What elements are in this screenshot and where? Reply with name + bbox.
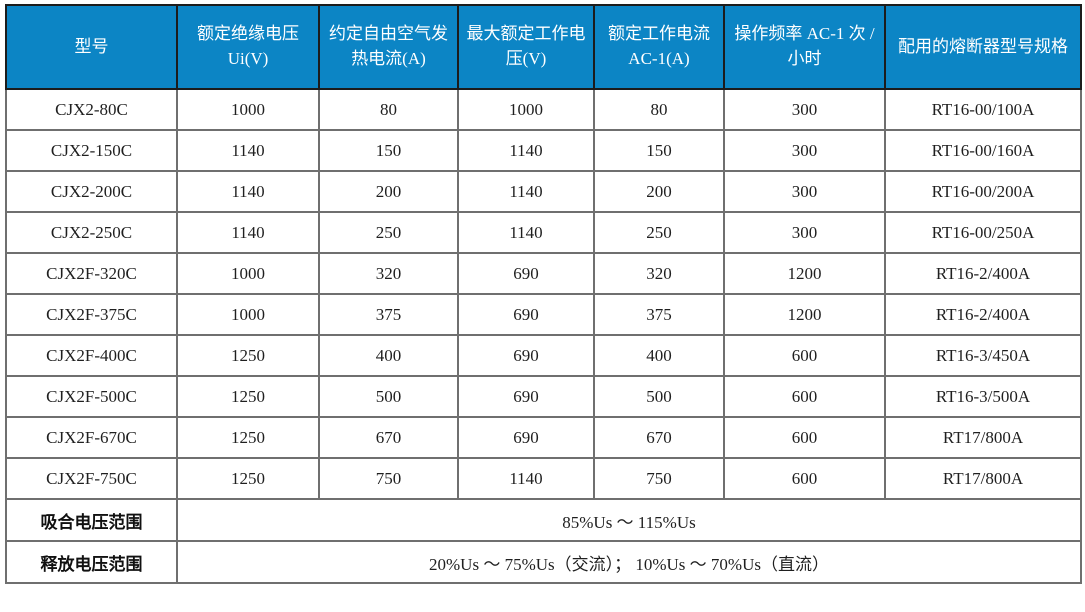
value-cell: 320 <box>318 252 459 295</box>
value-cell: RT16-3/450A <box>884 334 1082 377</box>
value-cell: 1200 <box>723 252 886 295</box>
value-cell: 300 <box>723 211 886 254</box>
table-row: CJX2-80C 1000 80 1000 80 300 RT16-00/100A <box>5 88 1082 131</box>
value-cell: RT16-00/200A <box>884 170 1082 213</box>
footer-row-value: 20%Us ～ 75%Us（交流）； 10%Us ～ 70%Us（直流） <box>176 540 1082 584</box>
model-cell: CJX2-150C <box>5 129 178 172</box>
column-header: 型号 <box>5 4 178 90</box>
value-cell: 300 <box>723 88 886 131</box>
value-cell: 1250 <box>176 457 320 500</box>
contactor-spec-table: 型号 额定绝缘电压 Ui(V) 约定自由空气发热电流(A) 最大额定工作电压(V) 额定… <box>5 4 1082 584</box>
table-row: CJX2-200C 1140 200 1140 200 300 RT16-00/200A <box>5 170 1082 213</box>
value-cell: 690 <box>457 252 595 295</box>
column-header: 配用的熔断器型号规格 <box>884 4 1082 90</box>
value-cell: 80 <box>593 88 725 131</box>
value-cell: 375 <box>318 293 459 336</box>
value-cell: RT16-2/400A <box>884 293 1082 336</box>
value-cell: 500 <box>318 375 459 418</box>
value-cell: 1250 <box>176 334 320 377</box>
value-cell: 250 <box>318 211 459 254</box>
value-cell: 1140 <box>457 211 595 254</box>
table-row: CJX2F-750C 1250 750 1140 750 600 RT17/800A <box>5 457 1082 500</box>
table-row: CJX2F-375C 1000 375 690 375 1200 RT16-2/400A <box>5 293 1082 336</box>
footer-row: 释放电压范围 20%Us ～ 75%Us（交流）； 10%Us ～ 70%Us（直… <box>5 540 1082 584</box>
spec-table-container: 型号 额定绝缘电压 Ui(V) 约定自由空气发热电流(A) 最大额定工作电压(V) 额定… <box>5 4 1082 584</box>
model-cell: CJX2F-750C <box>5 457 178 500</box>
value-cell: 670 <box>318 416 459 459</box>
value-cell: 300 <box>723 170 886 213</box>
column-header: 额定工作电流 AC-1(A) <box>593 4 725 90</box>
model-cell: CJX2-200C <box>5 170 178 213</box>
value-cell: 690 <box>457 375 595 418</box>
value-cell: 1140 <box>457 170 595 213</box>
value-cell: 150 <box>593 129 725 172</box>
value-cell: RT16-00/250A <box>884 211 1082 254</box>
value-cell: 1250 <box>176 375 320 418</box>
value-cell: 600 <box>723 457 886 500</box>
value-cell: 200 <box>593 170 725 213</box>
table-header-row: 型号 额定绝缘电压 Ui(V) 约定自由空气发热电流(A) 最大额定工作电压(V) 额定… <box>5 4 1082 90</box>
value-cell: RT16-3/500A <box>884 375 1082 418</box>
value-cell: 690 <box>457 416 595 459</box>
value-cell: 320 <box>593 252 725 295</box>
value-cell: RT16-00/100A <box>884 88 1082 131</box>
column-header: 额定绝缘电压 Ui(V) <box>176 4 320 90</box>
value-cell: 500 <box>593 375 725 418</box>
value-cell: 400 <box>593 334 725 377</box>
model-cell: CJX2-80C <box>5 88 178 131</box>
value-cell: 690 <box>457 334 595 377</box>
footer-row-value: 85%Us ～ 115%Us <box>176 498 1082 542</box>
table-row: CJX2-150C 1140 150 1140 150 300 RT16-00/160A <box>5 129 1082 172</box>
footer-row-label: 释放电压范围 <box>5 540 178 584</box>
value-cell: RT17/800A <box>884 457 1082 500</box>
value-cell: 150 <box>318 129 459 172</box>
value-cell: 1140 <box>176 129 320 172</box>
value-cell: 1140 <box>457 129 595 172</box>
value-cell: 1140 <box>457 457 595 500</box>
model-cell: CJX2F-670C <box>5 416 178 459</box>
model-cell: CJX2F-500C <box>5 375 178 418</box>
value-cell: 1250 <box>176 416 320 459</box>
footer-row-label: 吸合电压范围 <box>5 498 178 542</box>
value-cell: 750 <box>593 457 725 500</box>
value-cell: 400 <box>318 334 459 377</box>
value-cell: RT16-2/400A <box>884 252 1082 295</box>
column-header: 操作频率 AC-1 次 / 小时 <box>723 4 886 90</box>
value-cell: RT17/800A <box>884 416 1082 459</box>
value-cell: 200 <box>318 170 459 213</box>
value-cell: 375 <box>593 293 725 336</box>
model-cell: CJX2-250C <box>5 211 178 254</box>
value-cell: 80 <box>318 88 459 131</box>
value-cell: 300 <box>723 129 886 172</box>
footer-row: 吸合电压范围 85%Us ～ 115%Us <box>5 498 1082 542</box>
table-row: CJX2F-670C 1250 670 690 670 600 RT17/800A <box>5 416 1082 459</box>
column-header: 最大额定工作电压(V) <box>457 4 595 90</box>
model-cell: CJX2F-400C <box>5 334 178 377</box>
value-cell: 250 <box>593 211 725 254</box>
table-row: CJX2F-500C 1250 500 690 500 600 RT16-3/500A <box>5 375 1082 418</box>
model-cell: CJX2F-375C <box>5 293 178 336</box>
value-cell: 1000 <box>457 88 595 131</box>
table-row: CJX2F-320C 1000 320 690 320 1200 RT16-2/400A <box>5 252 1082 295</box>
table-row: CJX2F-400C 1250 400 690 400 600 RT16-3/450A <box>5 334 1082 377</box>
value-cell: 1000 <box>176 252 320 295</box>
value-cell: 600 <box>723 375 886 418</box>
value-cell: 670 <box>593 416 725 459</box>
model-cell: CJX2F-320C <box>5 252 178 295</box>
value-cell: 1140 <box>176 170 320 213</box>
value-cell: 750 <box>318 457 459 500</box>
value-cell: 1000 <box>176 88 320 131</box>
value-cell: 1200 <box>723 293 886 336</box>
table-row: CJX2-250C 1140 250 1140 250 300 RT16-00/250A <box>5 211 1082 254</box>
value-cell: 690 <box>457 293 595 336</box>
value-cell: 600 <box>723 416 886 459</box>
value-cell: 1140 <box>176 211 320 254</box>
value-cell: 600 <box>723 334 886 377</box>
column-header: 约定自由空气发热电流(A) <box>318 4 459 90</box>
value-cell: 1000 <box>176 293 320 336</box>
value-cell: RT16-00/160A <box>884 129 1082 172</box>
